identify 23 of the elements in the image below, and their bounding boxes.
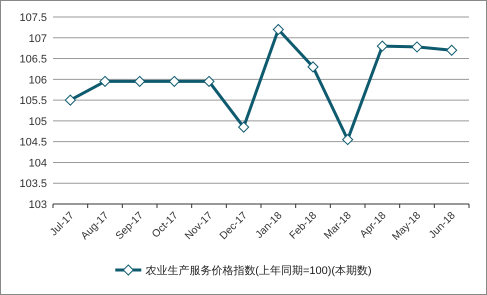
- point: [100, 76, 110, 87]
- y-tick-label: 106: [28, 74, 47, 86]
- point: [238, 122, 250, 133]
- y-tick-label: 104.5: [19, 136, 47, 149]
- point: [342, 134, 354, 146]
- point: [272, 24, 284, 35]
- point: [168, 76, 180, 87]
- legend: 农业生产服务价格指数(上年同期=100)(本期数): [115, 264, 372, 277]
- point: [134, 76, 146, 87]
- y-tick-label: 103: [28, 199, 47, 211]
- y-tick-label: 105: [28, 116, 47, 128]
- y-tick-label: 106.5: [19, 54, 47, 66]
- y-tick-label: 103.5: [19, 178, 47, 190]
- y-tick-label: 105.5: [19, 95, 47, 108]
- point: [376, 40, 388, 52]
- point: [204, 76, 214, 87]
- y-tick-label: 107: [28, 32, 47, 45]
- point: [446, 44, 458, 56]
- y-tick-label: 107.5: [19, 12, 47, 24]
- y-tick-label: 104: [28, 157, 47, 170]
- point: [308, 61, 318, 72]
- point: [412, 41, 422, 52]
- point: [64, 94, 76, 106]
